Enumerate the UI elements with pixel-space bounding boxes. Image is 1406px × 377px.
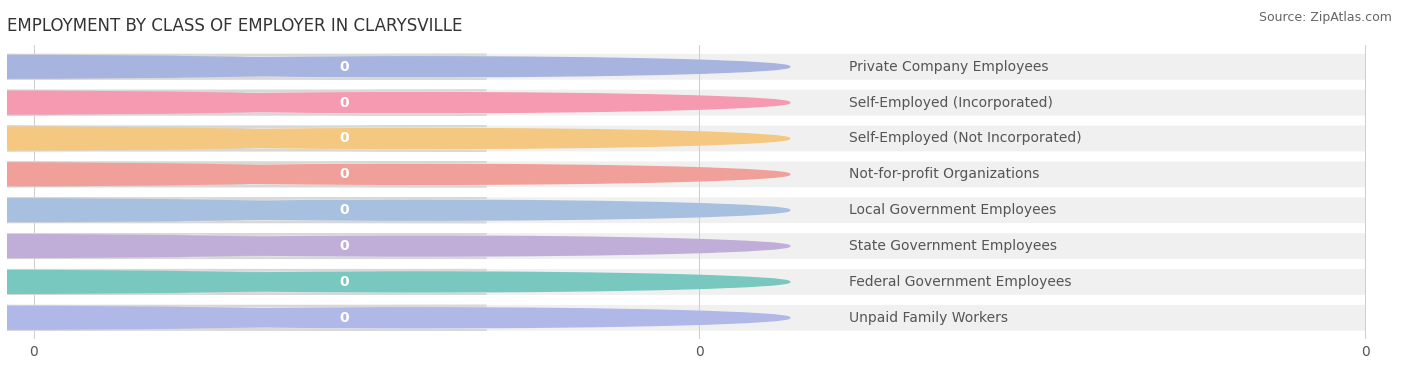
Text: 0: 0 — [340, 132, 349, 146]
FancyBboxPatch shape — [34, 54, 1365, 80]
FancyBboxPatch shape — [0, 270, 486, 294]
Circle shape — [48, 57, 790, 77]
FancyBboxPatch shape — [34, 90, 1365, 115]
Circle shape — [48, 129, 790, 149]
FancyBboxPatch shape — [0, 198, 360, 222]
Text: 0: 0 — [340, 60, 349, 74]
Text: 0: 0 — [340, 311, 349, 325]
FancyBboxPatch shape — [0, 55, 486, 79]
FancyBboxPatch shape — [0, 162, 360, 187]
FancyBboxPatch shape — [0, 126, 486, 151]
Circle shape — [48, 308, 790, 328]
Text: Not-for-profit Organizations: Not-for-profit Organizations — [849, 167, 1039, 181]
FancyBboxPatch shape — [34, 126, 1365, 152]
FancyBboxPatch shape — [0, 90, 486, 115]
Circle shape — [48, 93, 790, 113]
Text: Local Government Employees: Local Government Employees — [849, 203, 1056, 217]
FancyBboxPatch shape — [0, 306, 486, 330]
Circle shape — [48, 164, 790, 184]
Text: Source: ZipAtlas.com: Source: ZipAtlas.com — [1258, 11, 1392, 24]
FancyBboxPatch shape — [0, 234, 360, 258]
Circle shape — [48, 272, 790, 292]
Text: 0: 0 — [340, 203, 349, 217]
FancyBboxPatch shape — [0, 55, 360, 79]
FancyBboxPatch shape — [34, 305, 1365, 331]
FancyBboxPatch shape — [0, 270, 360, 294]
FancyBboxPatch shape — [0, 198, 486, 222]
Text: EMPLOYMENT BY CLASS OF EMPLOYER IN CLARYSVILLE: EMPLOYMENT BY CLASS OF EMPLOYER IN CLARY… — [7, 17, 463, 35]
Text: 0: 0 — [340, 167, 349, 181]
Text: 0: 0 — [340, 275, 349, 289]
FancyBboxPatch shape — [34, 197, 1365, 223]
Text: 0: 0 — [340, 96, 349, 110]
Text: Private Company Employees: Private Company Employees — [849, 60, 1047, 74]
FancyBboxPatch shape — [0, 306, 360, 330]
FancyBboxPatch shape — [0, 162, 486, 187]
Text: Self-Employed (Incorporated): Self-Employed (Incorporated) — [849, 96, 1053, 110]
FancyBboxPatch shape — [34, 161, 1365, 187]
Text: 0: 0 — [340, 239, 349, 253]
Text: Self-Employed (Not Incorporated): Self-Employed (Not Incorporated) — [849, 132, 1081, 146]
Text: Unpaid Family Workers: Unpaid Family Workers — [849, 311, 1008, 325]
FancyBboxPatch shape — [0, 90, 360, 115]
FancyBboxPatch shape — [34, 233, 1365, 259]
FancyBboxPatch shape — [34, 269, 1365, 295]
FancyBboxPatch shape — [0, 234, 486, 258]
FancyBboxPatch shape — [0, 126, 360, 151]
Circle shape — [48, 236, 790, 256]
Circle shape — [48, 200, 790, 220]
Text: State Government Employees: State Government Employees — [849, 239, 1057, 253]
Text: Federal Government Employees: Federal Government Employees — [849, 275, 1071, 289]
